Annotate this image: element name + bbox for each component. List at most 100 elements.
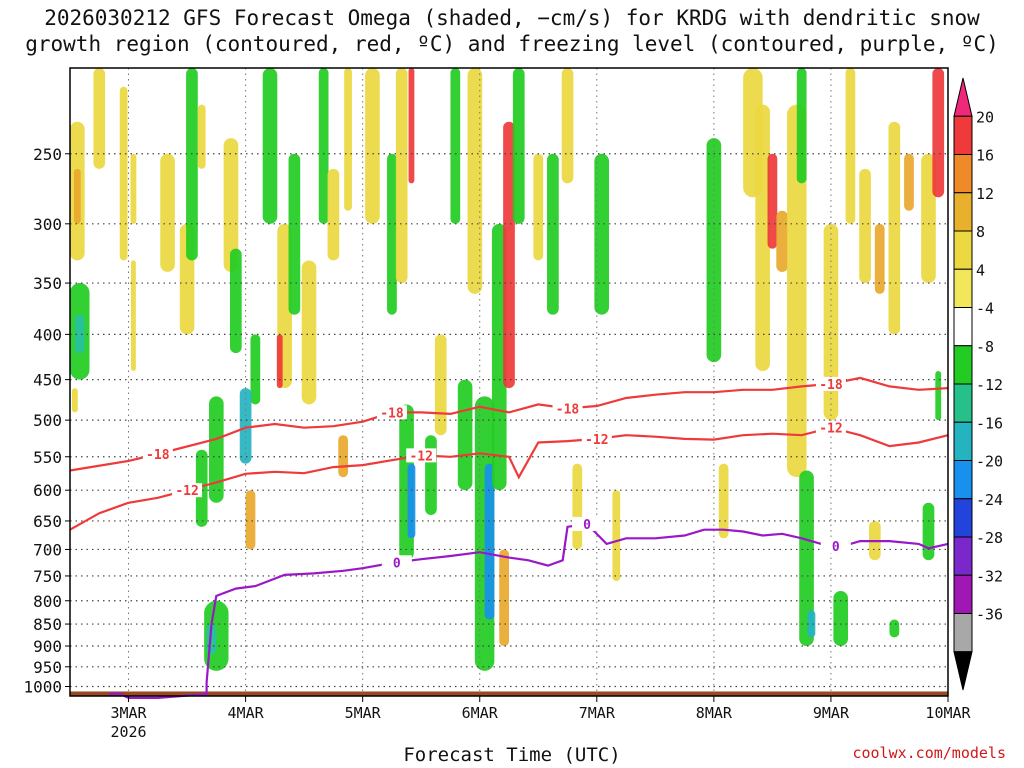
omega-cell [73, 168, 81, 224]
y-tick-label: 300 [33, 215, 62, 234]
omega-cell [932, 68, 945, 198]
colorbar-swatch [953, 115, 973, 155]
omega-cell [407, 463, 416, 539]
y-tick-label: 250 [33, 145, 62, 164]
colorbar-label: -12 [976, 376, 1003, 394]
omega-cell [344, 68, 352, 211]
omega-cell [186, 68, 198, 261]
omega-cell [250, 334, 261, 405]
y-tick-label: 600 [33, 481, 62, 500]
contour-label-bg [820, 538, 851, 553]
contour-label: -12 [175, 484, 198, 499]
colorbar-label: -8 [976, 338, 994, 356]
omega-cell [229, 248, 242, 354]
omega-cell [484, 463, 495, 620]
y-tick-label: 350 [33, 274, 62, 293]
y-tick-label: 550 [33, 448, 62, 467]
omega-cell [859, 168, 871, 284]
colorbar-label: 20 [976, 108, 994, 126]
contour-label-bg [815, 376, 846, 391]
omega-cell [572, 463, 583, 550]
y-tick-label: 900 [33, 637, 62, 656]
x-tick-label: 9MAR [813, 704, 850, 722]
omega-cell [245, 490, 256, 550]
y-tick-label: 950 [33, 658, 62, 677]
x-tick-label: 7MAR [579, 704, 616, 722]
omega-cell [93, 68, 106, 169]
contour-label: 0 [583, 518, 591, 533]
omega-cell [561, 68, 574, 184]
omega-cell [935, 371, 942, 421]
omega-cell [904, 153, 914, 211]
omega-cell [209, 396, 224, 503]
contour-label: -12 [585, 433, 608, 448]
omega-cell [922, 502, 935, 561]
contour-label: -18 [146, 448, 170, 463]
y-tick-label: 850 [33, 615, 62, 634]
omega-cell [787, 104, 807, 478]
contour--12 [69, 426, 949, 531]
colorbar-swatch [953, 307, 973, 347]
colorbar-swatch [953, 230, 973, 270]
x-tick-label: 5MAR [345, 704, 382, 722]
colorbar-swatch [953, 345, 973, 385]
chart-title-line2: growth region (contoured, red, ºC) and f… [25, 32, 999, 56]
omega-cell [845, 68, 856, 224]
omega-cell [197, 104, 206, 169]
contour-label: -18 [380, 406, 404, 421]
omega-cell [395, 68, 408, 284]
contour-label-bg [572, 516, 603, 531]
contour-label: 0 [393, 556, 401, 571]
omega-cell [889, 619, 900, 638]
contour-label: -12 [819, 422, 842, 437]
colorbar-label: -16 [976, 414, 1003, 432]
omega-cell [223, 138, 239, 272]
omega-cell [408, 68, 415, 184]
colorbar-label: -4 [976, 300, 994, 318]
colorbar-label: 16 [976, 147, 994, 165]
contour-label: -18 [819, 378, 843, 393]
omega-cell [74, 314, 85, 354]
contour-label-bg [142, 446, 173, 461]
omega-cell [503, 121, 515, 389]
omega-cell [499, 549, 509, 647]
contour-0 [108, 522, 949, 699]
omega-cell [467, 68, 483, 294]
omega-cell [612, 490, 621, 582]
omega-cell [888, 121, 901, 335]
omega-cell [262, 68, 278, 224]
credit-link[interactable]: coolwx.com/models [852, 744, 1006, 762]
omega-cell [130, 260, 136, 372]
contour-label-bg [406, 448, 437, 463]
omega-cell [767, 153, 778, 249]
omega-cell [130, 153, 137, 224]
contour-label-bg [815, 420, 846, 435]
omega-cell [387, 153, 397, 315]
omega-cell [512, 68, 525, 224]
colorbar-swatch [953, 192, 973, 232]
terrain-strip [70, 691, 948, 696]
omega-cell [833, 591, 849, 647]
y-tick-label: 450 [33, 371, 62, 390]
x-tick-sublabel: 2026 [110, 723, 146, 741]
colorbar-label: -32 [976, 567, 1003, 585]
contour-label: 0 [832, 540, 840, 555]
colorbar-label: -36 [976, 606, 1003, 624]
y-tick-label: 700 [33, 540, 62, 559]
contour-label-bg [381, 555, 412, 570]
omega-cell [807, 610, 816, 638]
omega-cell [755, 104, 770, 372]
colorbar-swatch [953, 383, 973, 423]
y-tick-label: 400 [33, 325, 62, 344]
contour-label: -18 [556, 402, 580, 417]
contour-label-bg [581, 431, 612, 446]
colorbar-label: 8 [976, 223, 985, 241]
omega-cell [533, 153, 544, 261]
x-tick-label: 6MAR [462, 704, 499, 722]
omega-cell [594, 153, 609, 315]
omega-cell [434, 334, 447, 436]
contour-label: -12 [409, 449, 432, 464]
y-tick-label: 650 [33, 512, 62, 531]
contour--18 [69, 376, 949, 472]
